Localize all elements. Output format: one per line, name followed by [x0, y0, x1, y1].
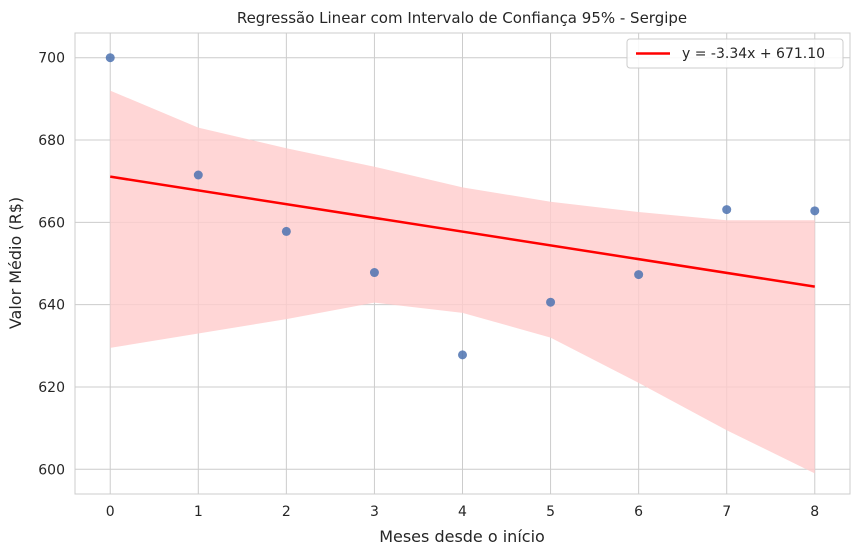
regression-line [110, 175, 815, 288]
x-tick-label: 4 [458, 504, 467, 520]
x-tick-label: 1 [194, 504, 203, 520]
data-point [193, 170, 203, 180]
data-point [105, 53, 115, 63]
chart-title: Regressão Linear com Intervalo de Confia… [237, 9, 687, 27]
x-axis-title: Meses desde o início [379, 527, 545, 546]
y-tick-label: 680 [38, 133, 65, 149]
data-point [281, 226, 291, 236]
x-tick-label: 5 [546, 504, 555, 520]
legend-label: y = -3.34x + 671.10 [682, 46, 825, 62]
x-tick-label: 2 [282, 504, 291, 520]
data-point [810, 206, 820, 216]
confidence-band [110, 90, 815, 474]
data-points [105, 53, 820, 360]
legend: y = -3.34x + 671.10 [626, 38, 844, 69]
x-tick-label: 3 [370, 504, 379, 520]
y-tick-label: 640 [38, 298, 65, 314]
data-point [369, 268, 379, 278]
y-tick-label: 620 [38, 380, 65, 396]
legend-box [626, 38, 844, 69]
data-point [722, 205, 732, 215]
y-tick-label: 660 [38, 215, 65, 231]
x-tick-label: 7 [722, 504, 731, 520]
x-tick-label: 6 [634, 504, 643, 520]
y-tick-label: 600 [38, 462, 65, 478]
y-tick-label: 700 [38, 51, 65, 67]
data-point [458, 350, 467, 360]
x-tick-label: 8 [810, 504, 819, 520]
x-tick-label: 0 [106, 504, 115, 520]
x-tick-labels: 0 1 2 3 4 5 6 7 8 [106, 504, 819, 520]
y-tick-labels: 600 620 640 660 680 700 [38, 51, 65, 479]
data-point [634, 270, 644, 280]
y-axis-title: Valor Médio (R$) [6, 197, 25, 329]
data-point [546, 297, 556, 307]
